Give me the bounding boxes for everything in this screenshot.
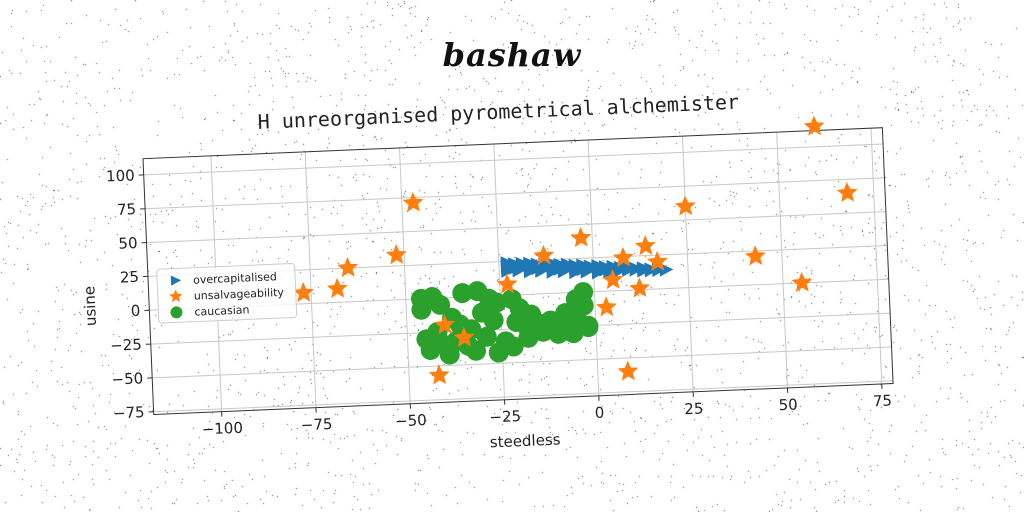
marks-layer	[292, 115, 858, 385]
caucasian-point	[420, 339, 441, 360]
overcapitalised-point	[621, 263, 636, 277]
overcapitalised-point	[534, 264, 549, 278]
legend-label-caucasian: caucasian	[194, 303, 250, 318]
x-gridline	[681, 136, 694, 392]
caucasian-point	[486, 292, 507, 313]
y-tick-label: −50	[111, 369, 143, 388]
legend-label-overcapitalised: overcapitalised	[193, 270, 277, 286]
unsalvageability-point	[595, 296, 617, 317]
unsalvageability-point	[434, 314, 456, 335]
caucasian-point	[439, 344, 460, 365]
y-tick-label: 75	[117, 200, 137, 219]
chart-title: H unreorganised pyrometrical alchemister	[257, 90, 739, 134]
overcapitalised-point	[523, 264, 538, 279]
y-gridline	[145, 177, 885, 210]
unsalvageability-point	[402, 191, 424, 213]
y-gridline	[143, 143, 884, 176]
unsalvageability-point	[629, 277, 651, 298]
overcapitalised-point	[629, 263, 644, 277]
caucasian-point	[411, 299, 432, 320]
y-tick-label: 0	[130, 302, 140, 320]
overcapitalised-point	[546, 265, 561, 279]
caucasian-point	[466, 340, 487, 361]
overcapitalised-point	[591, 265, 606, 280]
unsalvageability-point	[385, 244, 407, 265]
caucasian-point	[503, 336, 524, 357]
unsalvageability-point	[326, 277, 348, 299]
caucasian-point	[578, 317, 599, 338]
y-tick-label: 100	[106, 166, 135, 185]
y-gridline	[146, 211, 886, 244]
overcapitalised-point	[602, 265, 617, 280]
legend-label-unsalvageability: unsalvageability	[194, 286, 285, 303]
legend-marker-caucasian	[170, 306, 183, 319]
caucasian-point	[506, 311, 527, 332]
caucasian-point	[529, 313, 550, 334]
x-tick-label: −25	[489, 407, 521, 426]
legend-marker-unsalvageability	[169, 289, 183, 303]
overcapitalised-point	[580, 265, 595, 279]
unsalvageability-point	[570, 226, 592, 248]
caucasian-point	[544, 315, 565, 336]
unsalvageability-point	[617, 360, 639, 381]
overcapitalised-point	[636, 264, 651, 278]
overcapitalised-point	[512, 263, 527, 278]
legend-marker-overcapitalised	[170, 275, 182, 286]
unsalvageability-point	[428, 364, 450, 385]
legend-frame	[156, 263, 298, 324]
axes-frame	[142, 127, 894, 415]
header-title: bashaw	[442, 36, 582, 74]
overcapitalised-point	[568, 265, 583, 280]
unsalvageability-point	[836, 181, 858, 203]
unsalvageability-point	[791, 271, 813, 293]
caucasian-point	[430, 294, 451, 315]
overcapitalised-point	[614, 263, 629, 278]
unsalvageability-point	[744, 245, 766, 266]
unsalvageability-point	[612, 246, 634, 268]
unsalvageability-point	[803, 115, 825, 136]
x-tick-label: −50	[395, 411, 427, 430]
x-tick-label: 50	[778, 395, 798, 414]
overcapitalised-point	[644, 263, 659, 278]
x-tick-label: −75	[300, 415, 332, 434]
y-gridline	[152, 346, 892, 379]
tick-layer: −100 −75 −50 −25 0 25 50 75 −75 −50 −25 0 25 50 75 100	[106, 166, 893, 439]
overcapitalised-point	[557, 264, 572, 279]
unsalvageability-point	[337, 257, 359, 278]
caucasian-point	[476, 326, 497, 347]
y-tick-label: 50	[118, 234, 138, 253]
y-tick-label: 25	[119, 268, 139, 287]
unsalvageability-point	[292, 281, 314, 303]
x-tick-label: 75	[873, 392, 893, 411]
x-gridline	[399, 147, 411, 404]
unsalvageability-point	[602, 269, 624, 290]
unsalvageability-point	[533, 244, 555, 265]
unsalvageability-point	[453, 326, 475, 347]
x-gridline	[304, 151, 317, 408]
y-axis-label: usine	[80, 286, 100, 327]
unsalvageability-point	[496, 273, 518, 294]
x-gridline	[870, 128, 883, 384]
overcapitalised-point	[500, 264, 515, 278]
caucasian-point	[483, 310, 504, 331]
x-axis-label: steedless	[489, 430, 561, 451]
x-gridline	[776, 132, 788, 388]
y-gridline	[153, 380, 893, 413]
unsalvageability-point	[674, 195, 696, 216]
y-tick-label: −25	[110, 335, 142, 354]
unsalvageability-point	[646, 250, 668, 272]
unsalvageability-point	[634, 235, 656, 256]
x-tick-label: 25	[684, 399, 704, 418]
x-tick-label: −100	[201, 419, 243, 439]
y-tick-label: −75	[113, 403, 145, 422]
caucasian-point	[452, 283, 473, 304]
x-tick-label: 0	[594, 404, 604, 422]
plot-root: H unreorganised pyrometrical alchemister…	[80, 90, 894, 451]
